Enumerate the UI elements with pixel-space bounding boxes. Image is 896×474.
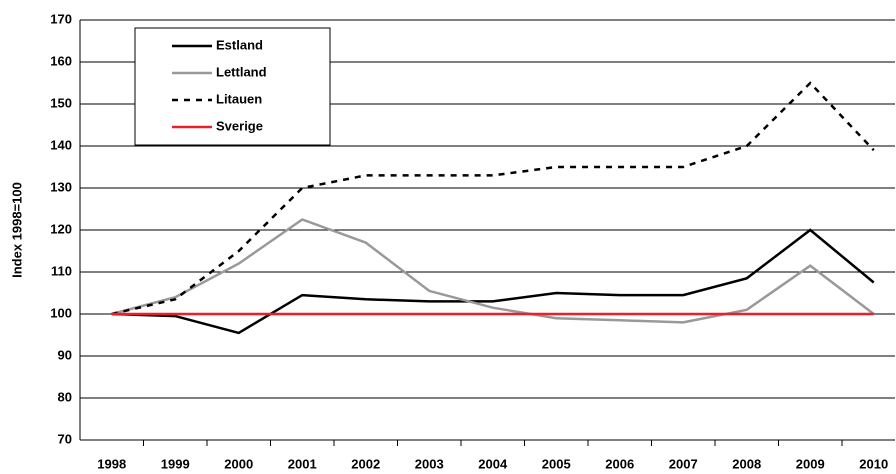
x-tick-label: 2009 — [796, 456, 825, 471]
y-tick-label: 160 — [50, 53, 72, 68]
y-tick-label: 90 — [58, 347, 72, 362]
x-tick-label: 1998 — [97, 456, 126, 471]
legend-label: Estland — [216, 37, 263, 52]
y-tick-label: 150 — [50, 95, 72, 110]
legend-label: Sverige — [216, 118, 263, 133]
series-line — [111, 218, 875, 324]
y-tick-label: 140 — [50, 137, 72, 152]
y-tick-label: 70 — [58, 431, 72, 446]
x-tick-label: 2007 — [669, 456, 698, 471]
y-tick-label: 100 — [50, 305, 72, 320]
y-tick-label: 120 — [50, 221, 72, 236]
y-tick-label: 130 — [50, 179, 72, 194]
series-line — [111, 81, 875, 316]
y-axis-label: Index 1998=100 — [9, 182, 24, 278]
legend-label: Lettland — [216, 64, 267, 79]
y-tick-label: 110 — [51, 263, 72, 278]
x-tick-label: 2006 — [605, 456, 634, 471]
x-tick-label: 2002 — [351, 456, 380, 471]
y-tick-label: 170 — [50, 11, 72, 26]
x-tick-label: 1999 — [161, 456, 190, 471]
y-tick-label: 80 — [58, 389, 72, 404]
legend-label: Litauen — [216, 91, 262, 106]
x-tick-label: 2008 — [732, 456, 761, 471]
x-tick-label: 2001 — [288, 456, 317, 471]
x-tick-label: 2005 — [542, 456, 571, 471]
x-tick-label: 2004 — [478, 456, 508, 471]
x-tick-label: 2000 — [224, 456, 253, 471]
x-tick-label: 2003 — [415, 456, 444, 471]
series-line — [111, 228, 875, 335]
legend-box — [134, 27, 331, 146]
x-tick-label: 2010 — [859, 456, 888, 471]
